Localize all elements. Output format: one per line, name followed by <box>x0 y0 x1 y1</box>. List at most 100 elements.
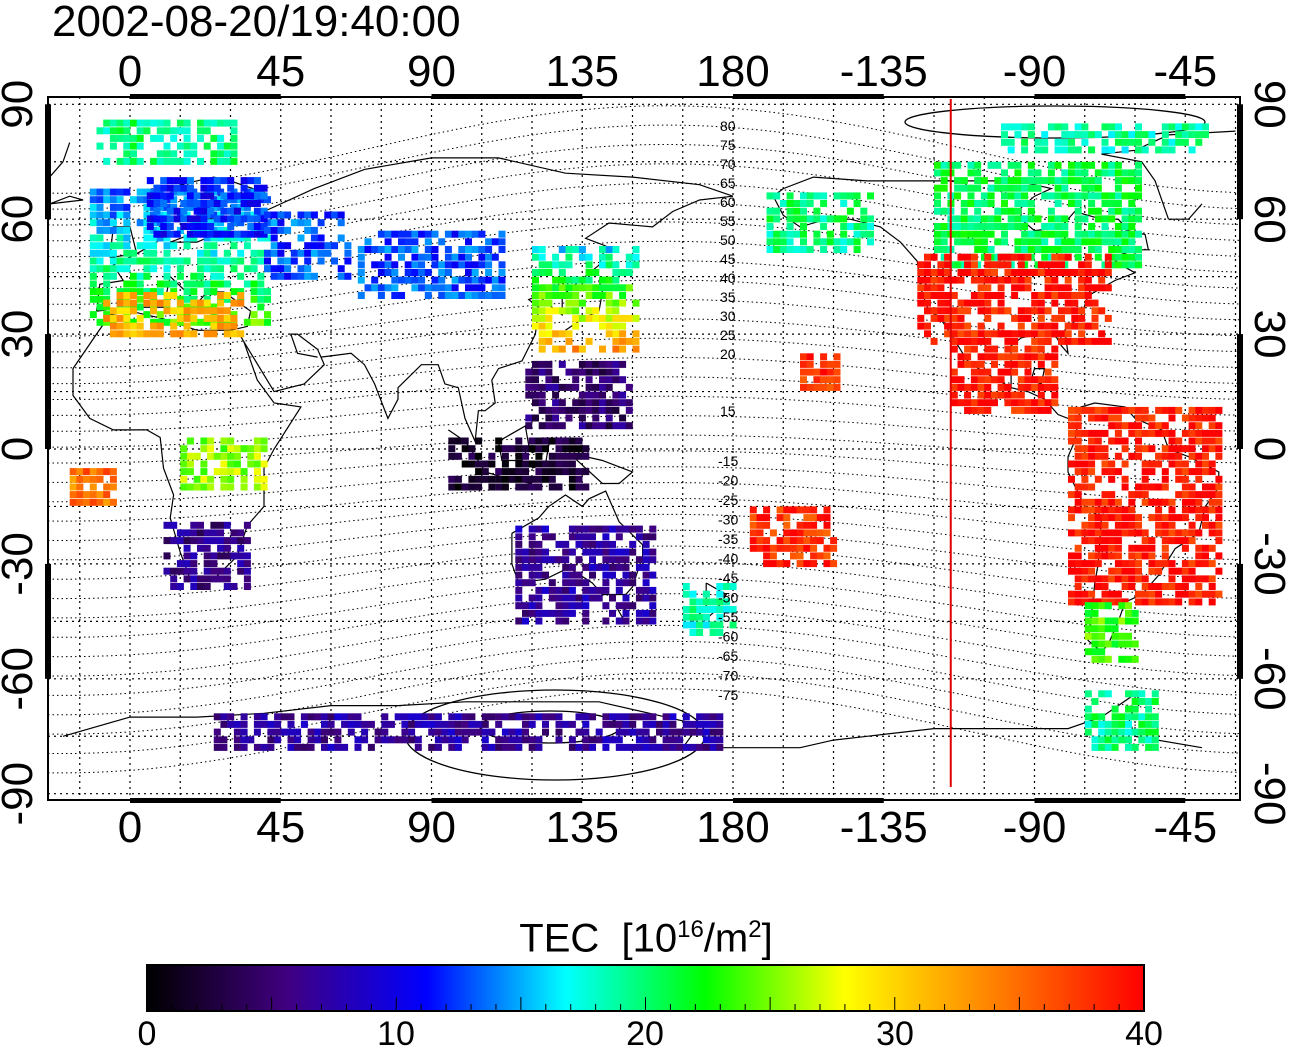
tec-pixel <box>163 242 171 250</box>
tec-pixel <box>116 314 124 322</box>
tec-pixel <box>213 743 221 751</box>
tec-pixel <box>1121 445 1129 453</box>
tec-pixel <box>773 238 781 246</box>
tec-pixel <box>123 134 131 142</box>
tec-pixel <box>589 556 596 564</box>
tec-pixel <box>1155 452 1163 460</box>
tec-pixel <box>471 269 479 276</box>
tec-pixel <box>190 521 198 529</box>
tec-pixel <box>632 330 640 338</box>
tec-pixel <box>575 540 583 548</box>
tec-pixel <box>136 142 144 150</box>
tec-pixel <box>558 383 566 391</box>
tec-pixel <box>545 307 553 315</box>
tec-pixel <box>1148 560 1156 568</box>
tec-pixel <box>501 483 509 491</box>
tec-pixel <box>1175 406 1183 414</box>
tec-pixel <box>454 475 462 483</box>
tec-pixel <box>183 567 191 575</box>
tec-pixel <box>223 150 231 158</box>
tec-pixel <box>398 230 405 238</box>
tec-pixel <box>1101 161 1109 169</box>
tec-pixel <box>475 720 483 728</box>
tec-pixel <box>615 533 623 541</box>
tec-pixel <box>146 200 154 207</box>
tec-pixel <box>243 537 251 545</box>
tec-pixel <box>116 203 124 211</box>
tec-pixel <box>307 728 315 736</box>
tec-pixel <box>223 292 231 299</box>
tec-pixel <box>176 560 184 568</box>
tec-pixel <box>609 563 616 571</box>
tec-pixel <box>997 330 1005 338</box>
tec-pixel <box>213 230 221 238</box>
tec-pixel <box>1135 590 1142 598</box>
tec-pixel <box>1031 292 1039 299</box>
tec-pixel <box>1108 207 1116 215</box>
tec-pixel <box>1128 529 1136 537</box>
tec-pixel <box>984 406 992 414</box>
tec-pixel <box>1031 322 1039 330</box>
tec-pixel <box>994 177 1002 185</box>
tec-pixel <box>1054 177 1062 185</box>
tec-pixel <box>1128 246 1136 253</box>
tec-pixel <box>1074 246 1082 253</box>
tec-pixel <box>203 567 211 575</box>
tec-pixel <box>136 134 144 142</box>
tec-pixel <box>813 383 821 391</box>
tec-pixel <box>190 226 198 234</box>
tec-pixel <box>1208 544 1216 552</box>
tec-pixel <box>253 720 261 728</box>
tec-pixel <box>723 606 730 613</box>
tec-pixel <box>203 226 211 234</box>
tec-pixel <box>233 720 241 728</box>
tec-pixel <box>776 544 784 552</box>
tec-pixel <box>1068 460 1075 468</box>
tec-pixel <box>116 330 124 338</box>
tec-pixel <box>495 736 503 744</box>
tec-pixel <box>558 276 566 284</box>
tec-pixel <box>310 242 318 250</box>
tec-pixel <box>1017 322 1025 330</box>
tec-pixel <box>957 376 965 384</box>
tec-pixel <box>538 284 546 292</box>
tec-pixel <box>1138 690 1146 698</box>
tec-pixel <box>471 284 479 292</box>
tec-pixel <box>783 506 791 514</box>
tec-pixel <box>1098 617 1106 625</box>
tec-pixel <box>264 311 271 319</box>
tec-pixel <box>143 311 151 319</box>
tec-pixel <box>1068 506 1075 514</box>
lat-tick-left: 30 <box>0 310 42 359</box>
tec-pixel <box>1061 223 1069 230</box>
tec-pixel <box>575 468 583 476</box>
tec-pixel <box>592 391 600 399</box>
tec-pixel <box>565 284 573 292</box>
tec-pixel <box>434 743 442 751</box>
mlat-contour <box>48 513 1240 561</box>
tec-pixel <box>555 452 563 460</box>
mlat-label: 25 <box>720 327 736 343</box>
tec-pixel <box>984 383 992 391</box>
tec-pixel <box>1188 560 1196 568</box>
tec-pixel <box>304 226 312 234</box>
tec-pixel <box>116 303 124 311</box>
tec-pixel <box>176 314 184 322</box>
tec-pixel <box>233 728 241 736</box>
lon-tick-top: 45 <box>256 47 305 96</box>
tec-pixel <box>176 529 184 537</box>
tec-pixel <box>317 257 325 265</box>
tec-pixel <box>786 192 794 200</box>
tec-pixel <box>1064 299 1072 307</box>
tec-pixel <box>190 188 198 196</box>
tec-pixel <box>1001 238 1008 246</box>
tec-pixel <box>103 211 111 219</box>
tec-pixel <box>609 556 616 564</box>
tec-pixel <box>401 713 409 721</box>
tec-pixel <box>156 119 164 127</box>
tec-pixel <box>1141 414 1149 422</box>
tec-pixel <box>257 226 265 234</box>
tec-pixel <box>384 238 392 246</box>
tec-pixel <box>260 445 268 453</box>
tec-pixel <box>230 188 238 196</box>
